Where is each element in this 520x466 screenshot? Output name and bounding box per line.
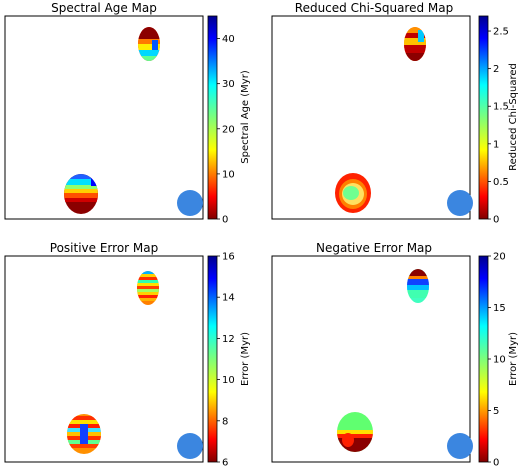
- beam-marker: [177, 433, 203, 459]
- colorbar-tick-label: 0.5: [493, 177, 509, 188]
- colorbar: 0 10 20 30 40 Spectral Age (Myr): [207, 15, 251, 226]
- colorbar-tick-label: 10: [222, 169, 235, 180]
- colorbar-tick-label: 6: [222, 458, 228, 466]
- panel-chi-squared: Reduced Chi-Squared Map 0 0.5 1 1.5 2 2.5 Red…: [271, 1, 519, 226]
- beam-marker: [447, 433, 473, 459]
- colorbar-tick-label: 12: [222, 334, 235, 345]
- colorbar-label: Reduced Chi-Squared: [508, 63, 519, 171]
- colorbar-tick-label: 0: [493, 215, 499, 226]
- colorbar-tick-label: 20: [493, 252, 506, 263]
- colorbar: 0 0.5 1 1.5 2 2.5 Reduced Chi-Squared: [478, 15, 519, 226]
- colorbar-tick-label: 14: [222, 293, 235, 304]
- source-north: [138, 27, 160, 61]
- colorbar-label: Spectral Age (Myr): [240, 70, 251, 164]
- source-north: [137, 271, 159, 305]
- panel-title: Negative Error Map: [316, 241, 432, 255]
- colorbar-tick-label: 40: [222, 34, 235, 45]
- colorbar-label: Error (Myr): [240, 332, 251, 386]
- colorbar-tick-label: 20: [222, 124, 235, 135]
- source-south: [335, 173, 371, 213]
- colorbar-tick-label: 15: [493, 303, 506, 314]
- colorbar-tick-label: 0: [222, 215, 228, 226]
- source-north: [404, 27, 426, 61]
- panel-title: Reduced Chi-Squared Map: [295, 1, 453, 15]
- source-south: [64, 174, 98, 214]
- colorbar-tick-label: 1: [493, 139, 499, 150]
- panel-title: Positive Error Map: [50, 241, 158, 255]
- panel-spectral-age: Spectral Age Map 0 10 20 30 40 Spectral Age …: [4, 1, 251, 226]
- beam-marker: [177, 190, 203, 216]
- colorbar-tick-label: 2.5: [493, 27, 509, 38]
- colorbar-tick-label: 8: [222, 416, 228, 427]
- colorbar-tick-label: 0: [493, 458, 499, 466]
- colorbar: 6 8 10 12 14 16 Error (Myr): [207, 252, 251, 466]
- colorbar-tick-label: 16: [222, 252, 235, 263]
- colorbar-tick-label: 30: [222, 79, 235, 90]
- colorbar-tick-label: 10: [222, 375, 235, 386]
- beam-marker: [447, 190, 473, 216]
- source-south: [67, 414, 101, 454]
- colorbar-label: Error (Myr): [508, 332, 519, 386]
- colorbar-tick-label: 10: [493, 355, 506, 366]
- colorbar-tick-label: 5: [493, 406, 499, 417]
- panel-positive-error: Positive Error Map: [4, 241, 251, 466]
- colorbar-tick-label: 1.5: [493, 102, 509, 113]
- source-south: [337, 412, 373, 452]
- panel-negative-error: Negative Error Map 0 5 10 15 20 Error (Myr): [271, 241, 519, 466]
- plot-frame: [4, 255, 204, 463]
- colorbar: 0 5 10 15 20 Error (Myr): [478, 252, 519, 466]
- colorbar-tick-label: 2: [493, 64, 499, 75]
- plot-frame: [4, 15, 204, 220]
- panel-title: Spectral Age Map: [51, 1, 157, 15]
- source-north: [407, 269, 429, 303]
- plot-frame: [271, 15, 471, 220]
